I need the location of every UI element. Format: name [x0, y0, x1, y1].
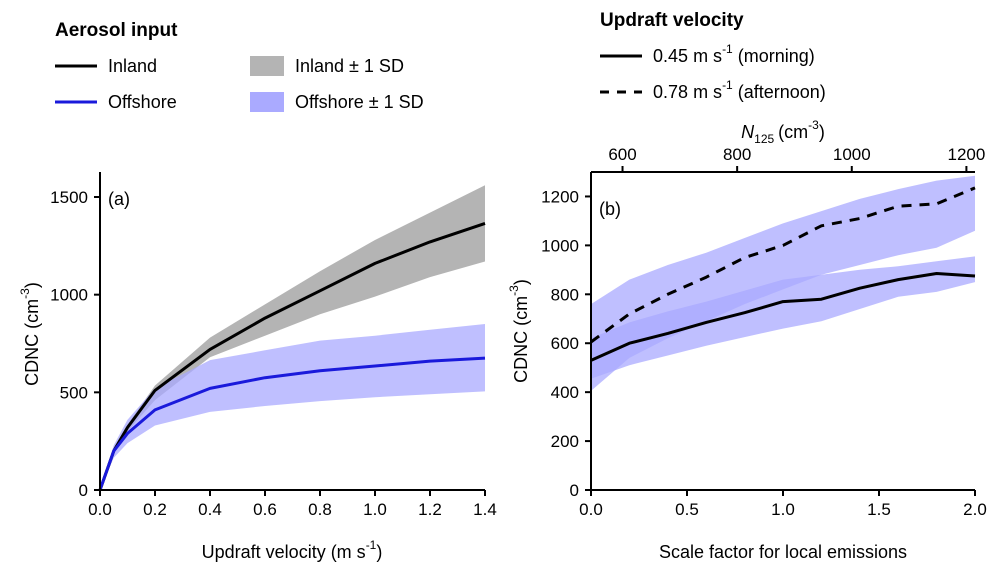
afternoon-legend-label: 0.78 m s-1 (afternoon) [653, 78, 826, 102]
x-tick-label: 1.2 [418, 500, 442, 519]
panel-b-y-axis-title: CDNC (cm-3) [507, 279, 531, 383]
panel-a-lines [98, 221, 486, 491]
panel-a-bands [100, 185, 485, 491]
morning-legend-label: 0.45 m s-1 (morning) [653, 42, 815, 66]
x-tick-label: 0.4 [198, 500, 222, 519]
panel-a-ticks: 0.0 0.2 0.4 0.6 0.8 1.0 1.2 1.4 0 500 1000 1500 [50, 188, 497, 519]
panel-b-label: (b) [599, 199, 621, 219]
y-tick-label: 1500 [50, 188, 88, 207]
inland-line [98, 221, 486, 491]
inland-sd-swatch [250, 56, 284, 76]
panel-b-ticks: 0.0 0.5 1.0 1.5 2.0 0 200 400 600 800 1000 1200 600 8… [541, 145, 987, 519]
x-tick-label: 2.0 [963, 500, 987, 519]
x-tick-label: 0.0 [88, 500, 112, 519]
panel-b-chart: 0.0 0.5 1.0 1.5 2.0 0 200 400 600 800 1000 1200 600 8… [507, 118, 987, 562]
panel-a-label: (a) [108, 189, 130, 209]
aerosol-legend-title: Aerosol input [55, 20, 178, 41]
x-tick-label: 1.5 [867, 500, 891, 519]
x-tick-label: 0.2 [143, 500, 167, 519]
y-tick-label: 400 [551, 383, 579, 402]
panel-b-bands [591, 175, 975, 391]
inland-legend-label: Inland [108, 56, 157, 76]
panel-a-axes [99, 172, 485, 491]
x-tick-label: 0.5 [675, 500, 699, 519]
x-tick-label: 1.0 [771, 500, 795, 519]
panel-b-lines [590, 186, 976, 362]
offshore-line [98, 356, 486, 491]
panel-a-x-axis-title: Updraft velocity (m s-1) [202, 538, 383, 562]
y-tick-label: 800 [551, 285, 579, 304]
x-tick-label: 0.8 [308, 500, 332, 519]
panel-a-chart: 0.0 0.2 0.4 0.6 0.8 1.0 1.2 1.4 0 500 1000 1500 (a)… [18, 172, 497, 562]
inland-sd-legend-label: Inland ± 1 SD [295, 56, 404, 76]
offshore-sd-swatch [250, 92, 284, 112]
x-tick-label: 1.0 [363, 500, 387, 519]
panel-b-x-axis-title: Scale factor for local emissions [659, 542, 907, 562]
y-tick-label: 1200 [541, 187, 579, 206]
inland-sd-band [100, 185, 485, 491]
top-x-tick-label: 1200 [947, 145, 985, 164]
y-tick-label: 200 [551, 432, 579, 451]
y-tick-label: 0 [79, 481, 88, 500]
updraft-legend: Updraft velocity 0.45 m s-1 (morning) 0.7… [600, 10, 826, 102]
offshore-sd-legend-label: Offshore ± 1 SD [295, 92, 424, 112]
morning-sd-band [591, 256, 975, 379]
panel-b-top-axis-title: N125 (cm-3) [741, 118, 825, 146]
y-tick-label: 500 [60, 383, 88, 402]
offshore-legend-label: Offshore [108, 92, 177, 112]
x-tick-label: 1.4 [473, 500, 497, 519]
top-x-tick-label: 1000 [833, 145, 871, 164]
panel-a-y-axis-title: CDNC (cm-3) [18, 282, 42, 386]
afternoon-line [590, 186, 976, 344]
offshore-sd-band [100, 324, 485, 490]
x-tick-label: 0.0 [579, 500, 603, 519]
updraft-legend-title: Updraft velocity [600, 10, 744, 31]
y-tick-label: 1000 [541, 236, 579, 255]
x-tick-label: 0.6 [253, 500, 277, 519]
y-tick-label: 0 [570, 481, 579, 500]
morning-line [590, 272, 976, 362]
aerosol-legend: Aerosol input Inland Offshore Inland ± 1… [55, 20, 424, 112]
y-tick-label: 600 [551, 334, 579, 353]
top-x-tick-label: 800 [723, 145, 751, 164]
y-tick-label: 1000 [50, 286, 88, 305]
afternoon-sd-band [591, 175, 975, 391]
top-x-tick-label: 600 [608, 145, 636, 164]
